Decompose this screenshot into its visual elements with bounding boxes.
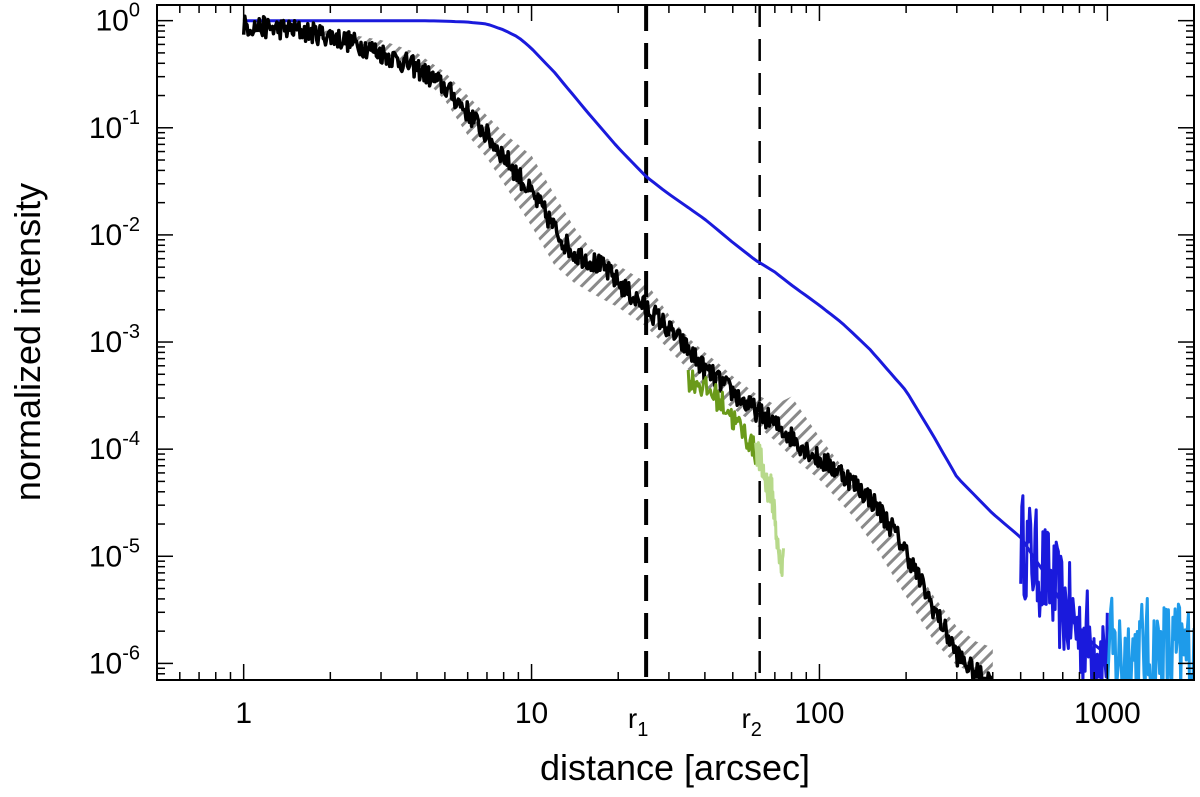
vline-label-r1: r1 [628, 703, 648, 741]
x-tick-label: 1 [235, 697, 252, 730]
x-tick-label: 10 [515, 697, 548, 730]
y-tick-label: 10-3 [89, 321, 140, 359]
vline-label-r2: r2 [741, 703, 761, 741]
x-axis-title: distance [arcsec] [540, 747, 810, 788]
y-tick-labels: 100 10-1 10-2 10-3 10-4 10-5 10-6 [89, 0, 140, 680]
y-tick-label: 10-6 [89, 642, 140, 680]
series-black-profile [241, 14, 993, 680]
vline-layer [644, 5, 761, 680]
plot-area [241, 5, 1194, 680]
x-tick-label: 100 [794, 697, 844, 730]
y-tick-label: 10-5 [89, 535, 140, 573]
y-axis-title: normalized intensity [7, 183, 48, 501]
vline-labels: r1 r2 [628, 703, 762, 741]
uncertainty-band [243, 24, 993, 680]
x-tick-label: 1000 [1074, 697, 1141, 730]
y-tick-label: 10-4 [89, 428, 140, 466]
y-tick-label: 10-2 [89, 214, 140, 252]
series-green-profile [686, 369, 758, 465]
band-layer [243, 24, 993, 680]
x-tick-labels: 1 10 100 1000 [235, 697, 1140, 730]
y-tick-label: 10-1 [89, 107, 140, 145]
series-blue-profile [243, 19, 1109, 657]
tick-layer [156, 5, 1195, 681]
series-light-green-profile [754, 441, 785, 577]
series-blue-profile-noisy-tail [1019, 494, 1109, 680]
series-layer [241, 14, 1194, 680]
series-light-blue-tail [1106, 596, 1194, 680]
y-tick-label: 100 [96, 0, 141, 38]
